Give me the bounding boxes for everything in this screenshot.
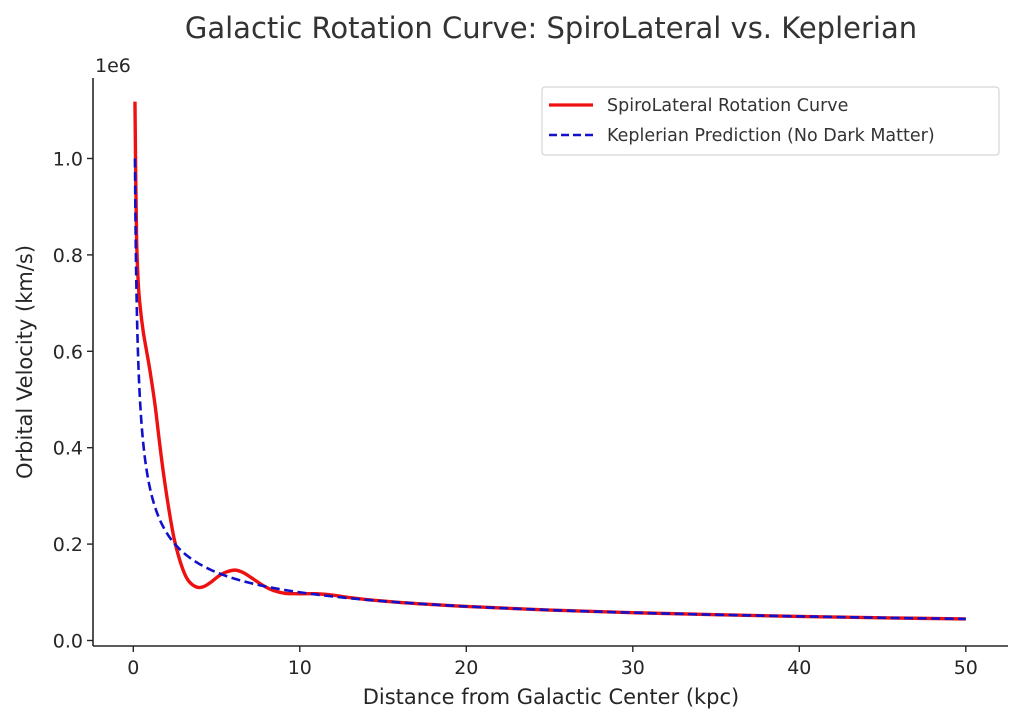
- y-tick-label: 0.6: [53, 341, 83, 363]
- legend-label-keplerian: Keplerian Prediction (No Dark Matter): [607, 126, 935, 146]
- y-tick-label: 0.4: [53, 438, 83, 460]
- legend-label-spirolateral: SpiroLateral Rotation Curve: [607, 96, 848, 116]
- x-tick-label: 40: [787, 657, 811, 679]
- y-offset-label: 1e6: [95, 55, 131, 77]
- x-ticks: 0 10 20 30 40 50: [127, 646, 978, 679]
- x-tick-label: 0: [127, 657, 139, 679]
- x-tick-label: 30: [621, 657, 645, 679]
- y-ticks: 0.0 0.2 0.4 0.6 0.8 1.0: [53, 149, 93, 653]
- plot-area: [133, 101, 966, 621]
- x-tick-label: 10: [288, 657, 312, 679]
- y-tick-label: 1.0: [53, 149, 83, 171]
- legend: SpiroLateral Rotation Curve Keplerian Pr…: [541, 86, 1000, 156]
- chart-title: Galactic Rotation Curve: SpiroLateral vs…: [185, 11, 917, 45]
- series-line-spirolateral: [133, 101, 966, 621]
- x-tick-label: 50: [954, 657, 978, 679]
- legend-frame: [541, 86, 1000, 156]
- y-tick-label: 0.0: [53, 631, 83, 653]
- y-tick-label: 0.8: [53, 245, 83, 267]
- x-tick-label: 20: [454, 657, 478, 679]
- y-tick-label: 0.2: [53, 534, 83, 556]
- x-axis-label: Distance from Galactic Center (kpc): [363, 685, 740, 709]
- y-axis-label: Orbital Velocity (km/s): [13, 245, 37, 479]
- series-line-keplerian: [133, 158, 966, 621]
